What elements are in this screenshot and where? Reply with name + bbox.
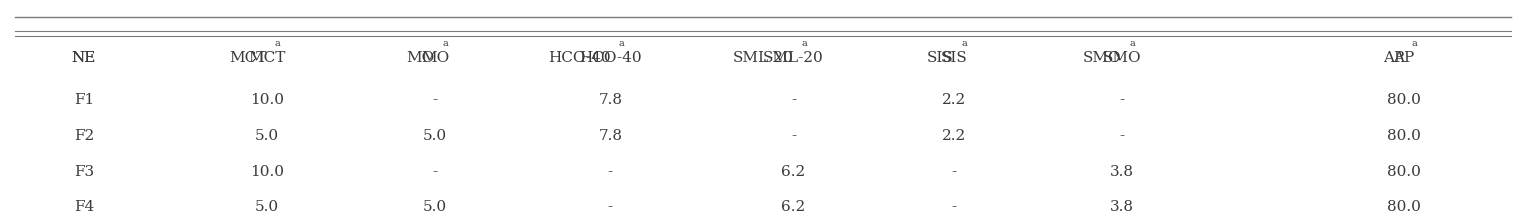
Text: SIS: SIS xyxy=(926,51,954,65)
Text: SMO: SMO xyxy=(1102,51,1141,65)
Text: a: a xyxy=(275,39,281,48)
Text: -: - xyxy=(790,94,797,107)
Text: 7.8: 7.8 xyxy=(598,94,623,107)
Text: 80.0: 80.0 xyxy=(1387,200,1421,214)
Text: HCO-40: HCO-40 xyxy=(578,51,642,65)
Text: -: - xyxy=(951,200,957,214)
Text: 2.2: 2.2 xyxy=(942,94,966,107)
Text: a: a xyxy=(1412,39,1418,48)
Text: -: - xyxy=(432,165,438,179)
Text: 80.0: 80.0 xyxy=(1387,165,1421,179)
Text: a: a xyxy=(801,39,807,48)
Text: -: - xyxy=(432,94,438,107)
Text: 2.2: 2.2 xyxy=(942,129,966,143)
Text: 5.0: 5.0 xyxy=(255,200,279,214)
Text: F2: F2 xyxy=(73,129,95,143)
Text: -: - xyxy=(790,129,797,143)
Text: 10.0: 10.0 xyxy=(250,94,284,107)
Text: SML-20: SML-20 xyxy=(763,51,824,65)
Text: NE: NE xyxy=(72,51,96,65)
Text: SMOa: SMOa xyxy=(1097,51,1146,65)
Text: APa: APa xyxy=(1389,51,1419,65)
Text: SML-20: SML-20 xyxy=(763,51,824,65)
Text: AP: AP xyxy=(1383,51,1404,65)
Text: SIS: SIS xyxy=(940,51,967,65)
Text: SIS: SIS xyxy=(940,51,967,65)
Text: HCO-40: HCO-40 xyxy=(548,51,610,65)
Text: a: a xyxy=(618,39,624,48)
Text: AP: AP xyxy=(1393,51,1415,65)
Text: -: - xyxy=(951,165,957,179)
Text: -: - xyxy=(607,165,613,179)
Text: MCTa: MCTa xyxy=(244,51,290,65)
Text: a: a xyxy=(443,39,449,48)
Text: NE: NE xyxy=(72,51,96,65)
Text: 5.0: 5.0 xyxy=(423,200,447,214)
Text: 6.2: 6.2 xyxy=(781,200,806,214)
Text: F3: F3 xyxy=(73,165,95,179)
Text: 80.0: 80.0 xyxy=(1387,94,1421,107)
Text: F1: F1 xyxy=(73,94,95,107)
Text: SMO: SMO xyxy=(1102,51,1141,65)
Text: HCO-40a: HCO-40a xyxy=(575,51,645,65)
Text: 5.0: 5.0 xyxy=(255,129,279,143)
Text: MCT: MCT xyxy=(249,51,285,65)
Text: MCT: MCT xyxy=(230,51,267,65)
Text: 3.8: 3.8 xyxy=(1109,200,1134,214)
Text: 10.0: 10.0 xyxy=(250,165,284,179)
Text: MO: MO xyxy=(421,51,449,65)
Text: AP: AP xyxy=(1393,51,1415,65)
Text: MO: MO xyxy=(421,51,449,65)
Text: SMO: SMO xyxy=(1083,51,1122,65)
Text: F4: F4 xyxy=(73,200,95,214)
Text: -: - xyxy=(1119,129,1125,143)
Text: -: - xyxy=(1119,94,1125,107)
Text: -: - xyxy=(607,200,613,214)
Text: 80.0: 80.0 xyxy=(1387,129,1421,143)
Text: 7.8: 7.8 xyxy=(598,129,623,143)
Text: a: a xyxy=(961,39,967,48)
Text: 6.2: 6.2 xyxy=(781,165,806,179)
Text: HCO-40: HCO-40 xyxy=(578,51,642,65)
Text: SISa: SISa xyxy=(935,51,972,65)
Text: SML-20a: SML-20a xyxy=(758,51,829,65)
Text: 3.8: 3.8 xyxy=(1109,165,1134,179)
Text: MOa: MOa xyxy=(417,51,453,65)
Text: SML-20: SML-20 xyxy=(732,51,794,65)
Text: MO: MO xyxy=(406,51,435,65)
Text: a: a xyxy=(1129,39,1135,48)
Text: 5.0: 5.0 xyxy=(423,129,447,143)
Text: MCT: MCT xyxy=(249,51,285,65)
